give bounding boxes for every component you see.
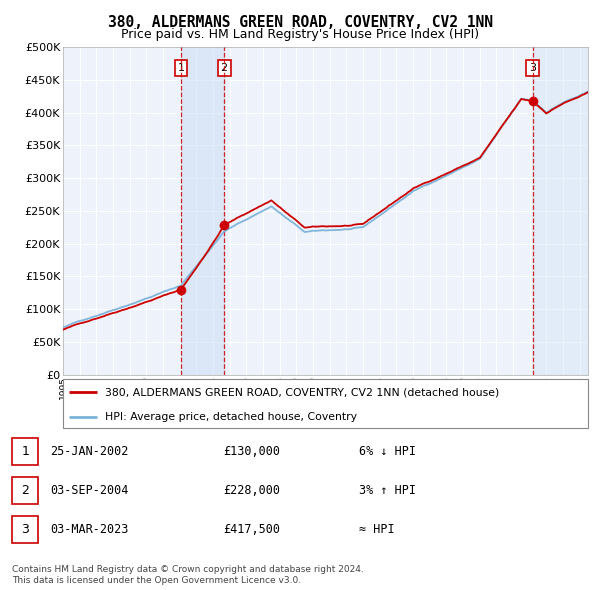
Text: 25-JAN-2002: 25-JAN-2002	[50, 445, 128, 458]
Text: 3% ↑ HPI: 3% ↑ HPI	[359, 484, 416, 497]
Text: £228,000: £228,000	[224, 484, 281, 497]
Bar	[181, 47, 224, 375]
Bar	[533, 47, 588, 375]
Text: 3: 3	[21, 523, 29, 536]
Text: 380, ALDERMANS GREEN ROAD, COVENTRY, CV2 1NN (detached house): 380, ALDERMANS GREEN ROAD, COVENTRY, CV2…	[105, 388, 499, 398]
Bar	[533, 47, 588, 375]
Text: 03-MAR-2023: 03-MAR-2023	[50, 523, 128, 536]
Text: 1: 1	[21, 445, 29, 458]
Text: 3: 3	[529, 63, 536, 73]
Text: £417,500: £417,500	[224, 523, 281, 536]
Text: Price paid vs. HM Land Registry's House Price Index (HPI): Price paid vs. HM Land Registry's House …	[121, 28, 479, 41]
Text: £130,000: £130,000	[224, 445, 281, 458]
Bar	[12, 438, 38, 466]
Text: 380, ALDERMANS GREEN ROAD, COVENTRY, CV2 1NN: 380, ALDERMANS GREEN ROAD, COVENTRY, CV2…	[107, 15, 493, 30]
Text: 6% ↓ HPI: 6% ↓ HPI	[359, 445, 416, 458]
Text: 2: 2	[21, 484, 29, 497]
Text: 03-SEP-2004: 03-SEP-2004	[50, 484, 128, 497]
Bar	[12, 516, 38, 543]
Text: 1: 1	[178, 63, 184, 73]
Bar	[12, 477, 38, 504]
Text: ≈ HPI: ≈ HPI	[359, 523, 394, 536]
Text: Contains HM Land Registry data © Crown copyright and database right 2024.
This d: Contains HM Land Registry data © Crown c…	[12, 565, 364, 585]
Text: 2: 2	[221, 63, 228, 73]
Text: HPI: Average price, detached house, Coventry: HPI: Average price, detached house, Cove…	[105, 412, 357, 422]
